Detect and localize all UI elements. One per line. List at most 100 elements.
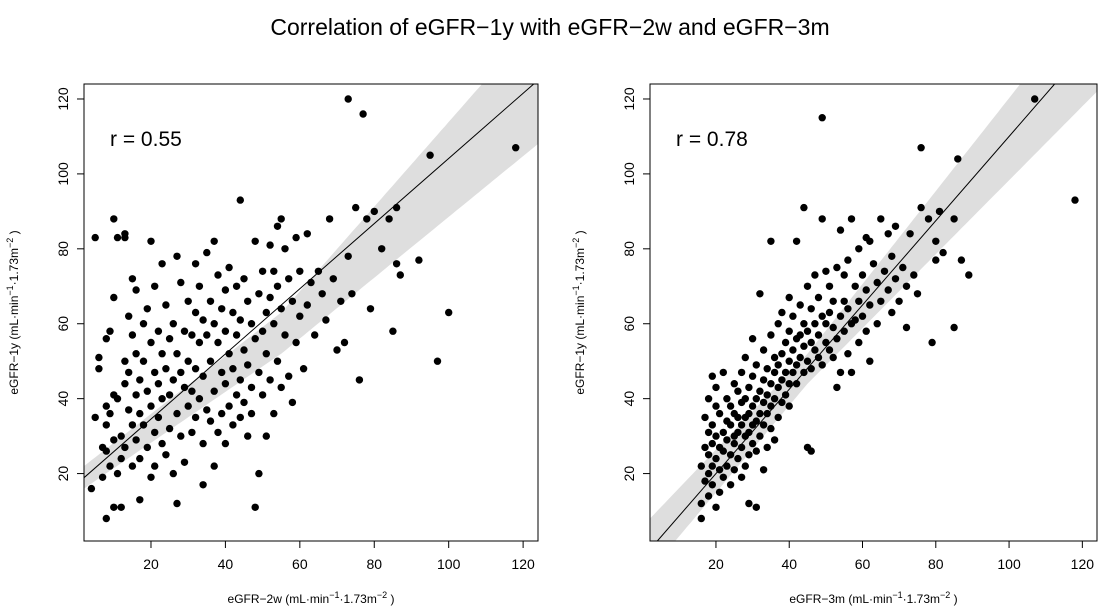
data-point [113, 395, 122, 403]
data-point [748, 402, 757, 410]
data-point [715, 409, 724, 418]
data-point [218, 305, 226, 313]
y-axis-label-exponent: −1 [5, 285, 15, 295]
data-point [811, 346, 819, 354]
y-axis-label-part: eGFR−1y (mL·min [7, 296, 21, 395]
data-point [180, 458, 189, 466]
x-axis-label-exponent: −1 [892, 590, 902, 600]
data-point [180, 383, 189, 392]
data-point [778, 376, 786, 384]
data-point [102, 402, 111, 410]
data-point [730, 380, 738, 388]
data-point [255, 469, 263, 478]
data-point [125, 368, 133, 377]
data-point [833, 335, 841, 343]
data-point [935, 207, 944, 216]
data-point [191, 413, 200, 422]
data-point [121, 443, 129, 452]
x-tick-label: 40 [218, 556, 234, 572]
y-tick-label: 60 [55, 316, 71, 332]
data-point [763, 391, 771, 399]
data-point [117, 432, 125, 440]
data-point [229, 365, 237, 373]
data-point [251, 237, 259, 245]
x-tick-label: 100 [997, 556, 1021, 572]
data-point [348, 290, 356, 298]
data-point [800, 368, 808, 377]
data-point [188, 387, 196, 395]
data-point [199, 481, 207, 489]
confidence-band [84, 84, 538, 489]
data-point [340, 338, 349, 347]
data-point [902, 323, 911, 332]
data-point [299, 365, 308, 373]
data-point [770, 353, 779, 362]
data-point [236, 316, 244, 324]
data-point [214, 271, 222, 279]
data-point [774, 361, 782, 369]
data-point [708, 421, 716, 429]
confidence-band [650, 84, 1097, 541]
data-point [136, 376, 144, 384]
data-point [818, 361, 826, 369]
data-point [712, 402, 720, 410]
data-point [121, 233, 129, 242]
data-point [147, 402, 155, 410]
data-point [314, 267, 323, 275]
data-point [781, 338, 790, 347]
data-point [814, 293, 823, 302]
data-point [789, 346, 797, 354]
y-axis-label-part: ) [7, 230, 21, 237]
data-point [895, 297, 903, 305]
data-point [954, 155, 962, 163]
data-point [701, 443, 709, 452]
data-point [752, 395, 760, 403]
data-point [829, 353, 837, 362]
data-point [385, 215, 393, 223]
data-point [169, 320, 177, 328]
data-point [266, 293, 274, 302]
data-point [774, 383, 782, 392]
data-point [752, 503, 760, 511]
data-point [899, 263, 907, 272]
data-point [748, 439, 757, 448]
data-point [244, 297, 252, 305]
data-point [715, 488, 724, 496]
data-point [847, 215, 856, 223]
data-point [173, 252, 181, 260]
data-point [158, 260, 166, 268]
data-point [303, 230, 311, 238]
data-point [225, 350, 233, 358]
data-point [825, 282, 834, 290]
data-point [719, 473, 727, 481]
y-axis-label: eGFR−1y (mL·min−1·1.73m−2 ) [571, 230, 587, 394]
data-point [151, 462, 159, 470]
data-point [117, 503, 125, 511]
data-point [154, 413, 163, 422]
data-point [763, 409, 771, 418]
data-point [833, 383, 841, 392]
data-point [247, 409, 256, 418]
data-point [734, 454, 742, 463]
data-point [139, 320, 148, 328]
data-point [888, 308, 896, 317]
data-point [154, 380, 163, 388]
data-point [884, 286, 892, 294]
data-point [199, 316, 207, 324]
data-point [128, 462, 137, 470]
data-point [191, 365, 200, 373]
x-axis-label: eGFR−2w (mL·min−1·1.73m−2 ) [228, 590, 395, 606]
data-point [162, 301, 170, 309]
data-point [303, 301, 311, 309]
data-point [829, 323, 837, 332]
data-point [180, 327, 189, 335]
data-point [162, 451, 170, 459]
x-axis-label-exponent: −2 [940, 590, 950, 600]
x-axis-label-exponent: −2 [377, 590, 387, 600]
data-point [862, 327, 870, 335]
data-point [701, 477, 709, 485]
data-point [745, 499, 753, 508]
data-point [262, 308, 270, 317]
y-tick-label: 20 [55, 466, 71, 482]
data-point [102, 447, 111, 455]
